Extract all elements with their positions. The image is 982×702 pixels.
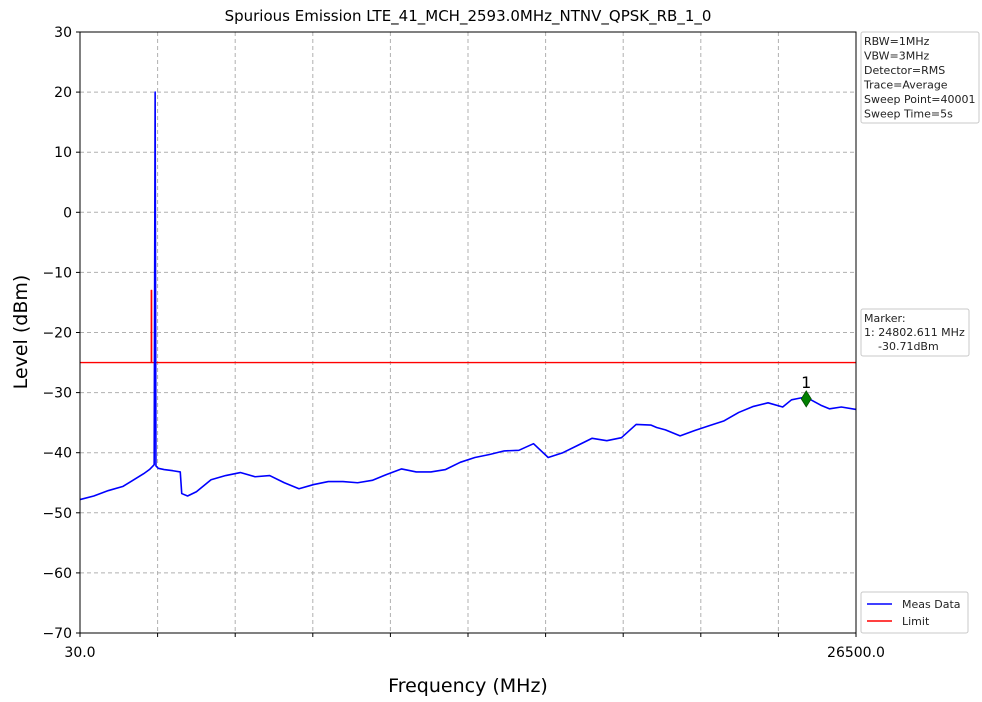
y-tick-label: 20 xyxy=(54,85,72,101)
info-box-line: Sweep Time=5s xyxy=(864,108,953,121)
info-box-line: Trace=Average xyxy=(863,79,948,92)
y-tick-label: −50 xyxy=(42,506,72,522)
y-tick-label: −10 xyxy=(42,265,72,281)
y-tick-label: −70 xyxy=(42,626,72,642)
limit-line xyxy=(80,289,856,364)
meas-data-line xyxy=(79,91,857,501)
y-tick-label: −60 xyxy=(42,566,72,582)
info-box-line: VBW=3MHz xyxy=(864,50,930,63)
x-axis-label: Frequency (MHz) xyxy=(388,675,548,697)
marker-1-point xyxy=(800,390,812,408)
marker-box: Marker:1: 24802.611 MHz -30.71dBm xyxy=(860,308,970,357)
marker-layer: 1 xyxy=(800,373,812,408)
x-tick-label: 26500.0 xyxy=(827,645,885,661)
legend-label: Limit xyxy=(902,615,930,628)
info-box-line: Sweep Point=40001 xyxy=(864,93,976,106)
y-tick-label: 10 xyxy=(54,145,72,161)
legend: Meas Data Limit xyxy=(860,591,969,634)
marker-box-line: 1: 24802.611 MHz xyxy=(864,326,965,339)
marker-box-line: Marker: xyxy=(864,312,906,325)
y-tick-label: −40 xyxy=(42,446,72,462)
grid-lines xyxy=(80,32,856,633)
y-axis-label: Level (dBm) xyxy=(10,275,32,390)
legend-label: Meas Data xyxy=(902,598,961,611)
marker-1-label: 1 xyxy=(801,373,811,392)
x-tick-label: 30.0 xyxy=(64,645,95,661)
axes: 30 20 10 0 −10 −20 −30 −40 −50 −60 −70 30.0 26500.0 xyxy=(42,25,885,661)
y-tick-label: 0 xyxy=(63,205,72,221)
y-tick-label: 30 xyxy=(54,25,72,41)
info-box-line: Detector=RMS xyxy=(864,64,945,77)
y-tick-label: −30 xyxy=(42,386,72,402)
chart-title: Spurious Emission LTE_41_MCH_2593.0MHz_N… xyxy=(225,7,712,26)
y-tick-label: −20 xyxy=(42,326,72,342)
marker-box-line: -30.71dBm xyxy=(864,340,939,353)
info-box-line: RBW=1MHz xyxy=(864,35,930,48)
plot-series xyxy=(79,91,857,501)
